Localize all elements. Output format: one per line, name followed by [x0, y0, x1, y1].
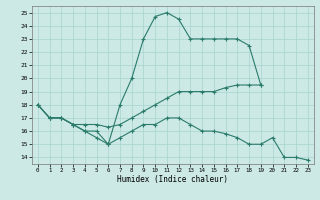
X-axis label: Humidex (Indice chaleur): Humidex (Indice chaleur) [117, 175, 228, 184]
